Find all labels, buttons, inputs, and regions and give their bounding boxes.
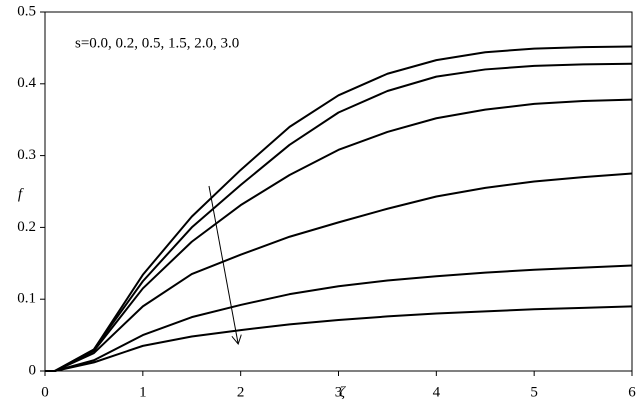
x-tick-label: 0 <box>41 384 49 400</box>
x-tick-label: 5 <box>530 384 538 400</box>
line-series <box>45 172 633 372</box>
y-tick-label: 0 <box>29 362 37 378</box>
y-tick-label: 0.3 <box>17 147 36 163</box>
x-axis-label: ζ <box>339 384 346 400</box>
line-series <box>45 264 633 372</box>
y-tick-label: 0.2 <box>17 219 36 235</box>
line-series <box>45 98 633 372</box>
y-tick-label: 0.4 <box>17 75 36 91</box>
x-tick-label: 1 <box>139 384 147 400</box>
x-tick-label: 6 <box>628 384 636 400</box>
line-series <box>45 45 633 372</box>
y-tick-label: 0.5 <box>17 3 36 19</box>
line-series <box>45 305 633 372</box>
y-axis-label: f <box>18 186 24 202</box>
annotation: s=0.0, 0.2, 0.5, 1.5, 2.0, 3.0 <box>75 35 239 51</box>
x-tick-label: 3 <box>335 384 343 400</box>
x-tick-label: 4 <box>433 384 441 400</box>
x-tick-label: 2 <box>237 384 245 400</box>
y-tick-label: 0.1 <box>17 291 36 307</box>
line-series <box>45 62 633 372</box>
trend-arrow <box>208 185 238 343</box>
